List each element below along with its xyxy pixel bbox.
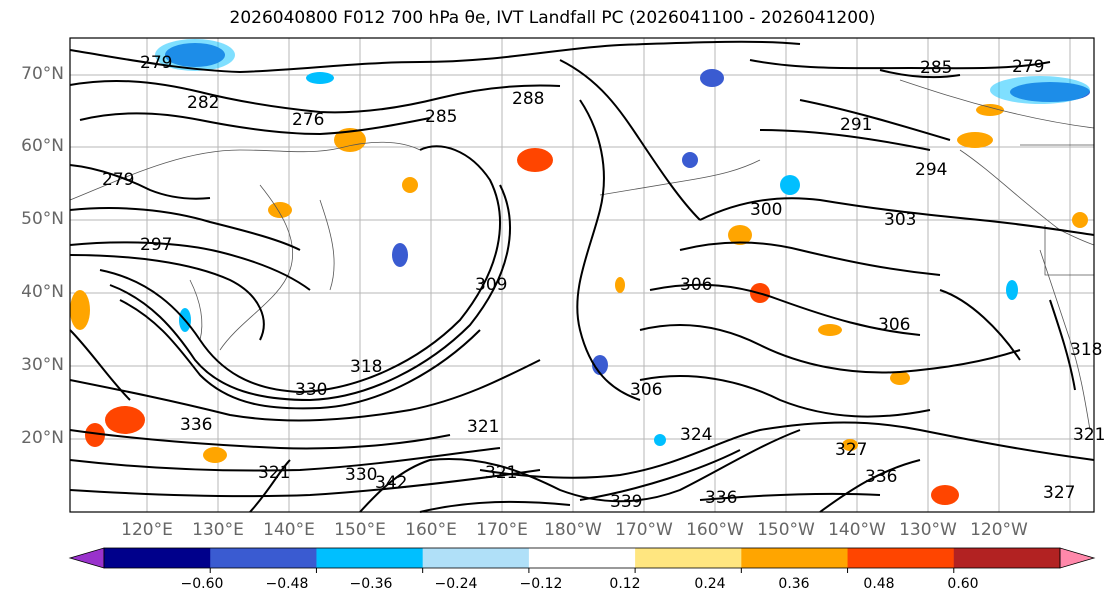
contour-label: 306 [680,275,712,295]
colorbar-tick-label: −0.60 [180,576,224,592]
lon-label: 150°E [334,520,386,540]
contour-label: 285 [920,58,952,78]
ivt-shading [70,39,1090,505]
lon-label: 170°W [615,520,673,540]
contour-label: 336 [180,415,212,435]
theta-e-contours [69,40,1095,513]
lon-label: 130°E [192,520,244,540]
contour-label: 330 [345,465,377,485]
contour-label: 297 [140,235,172,255]
contour-label: 321 [467,417,499,437]
colorbar-tick-label: 0.12 [609,576,641,592]
lon-label: 150°W [757,520,815,540]
map-area: 279 282 276 285 288 285 279 291 279 297 … [69,37,1105,513]
colorbar-segment [316,548,424,568]
contour-label: 306 [878,315,910,335]
contour-label: 291 [840,115,872,135]
lat-label: 20°N [21,428,64,448]
colorbar-segment [635,548,742,568]
lon-label: 120°W [970,520,1028,540]
lon-label: 130°W [899,520,957,540]
lat-label: 50°N [21,209,64,229]
contour-label: 285 [425,107,457,127]
colorbar-extend-high [1059,547,1096,569]
contour-label: 294 [915,160,947,180]
colorbar-tick-label: −0.48 [265,576,309,592]
contour-label: 321 [1073,425,1105,445]
contour-label: 279 [140,53,172,73]
colorbar-segment [422,548,530,568]
colorbar-tick-label: −0.12 [519,576,563,592]
contour-label: 327 [1043,483,1075,503]
colorbar-segment [741,548,849,568]
lon-label: 140°W [828,520,886,540]
colorbar-segment [210,548,317,568]
contour-label: 318 [1070,340,1102,360]
contour-label: 321 [258,463,290,483]
colorbar [68,547,1096,573]
lon-label: 170°E [476,520,528,540]
contour-label: 303 [884,210,916,230]
lat-label: 60°N [21,136,64,156]
contour-label: 330 [295,380,327,400]
lon-label: 160°W [686,520,744,540]
contour-label: 318 [350,357,382,377]
contour-label: 300 [750,200,782,220]
contour-label: 339 [610,492,642,512]
colorbar-segment [847,548,955,568]
colorbar-segment [528,548,636,568]
coastlines [69,79,1095,431]
lat-label: 40°N [21,282,64,302]
contour-label: 336 [705,488,737,508]
colorbar-tick-label: 0.36 [778,576,810,592]
contour-label: 288 [512,89,544,109]
contour-labels: 279 282 276 285 288 285 279 291 279 297 … [102,53,1105,512]
contour-label: 276 [292,110,324,130]
lat-label: 30°N [21,355,64,375]
contour-label: 306 [630,380,662,400]
lon-label: 160°E [405,520,457,540]
colorbar-frame [103,547,1061,569]
colorbar-tick-label: −0.24 [434,576,478,592]
lon-label: 180°W [544,520,602,540]
map-gridlines [70,38,1094,512]
lon-label: 140°E [263,520,315,540]
contour-label: 321 [485,463,517,483]
map-title: 2026040800 F012 700 hPa θe, IVT Landfall… [229,8,876,28]
colorbar-extend-low [68,547,105,569]
contour-label: 279 [102,170,134,190]
lat-label: 70°N [21,64,64,84]
contour-label: 282 [187,93,219,113]
colorbar-tick-label: 0.24 [694,576,726,592]
contour-label: 327 [835,440,867,460]
contour-label: 342 [375,473,407,493]
colorbar-tick-label: 0.60 [947,576,979,592]
contour-label: 279 [1012,57,1044,77]
lon-label: 120°E [121,520,173,540]
colorbar-tick-label: −0.36 [349,576,393,592]
colorbar-segment [104,548,211,568]
colorbar-tick-label: 0.48 [863,576,895,592]
colorbar-segment [953,548,1061,568]
contour-label: 309 [475,275,507,295]
contour-label: 324 [680,425,712,445]
contour-label: 336 [865,467,897,487]
